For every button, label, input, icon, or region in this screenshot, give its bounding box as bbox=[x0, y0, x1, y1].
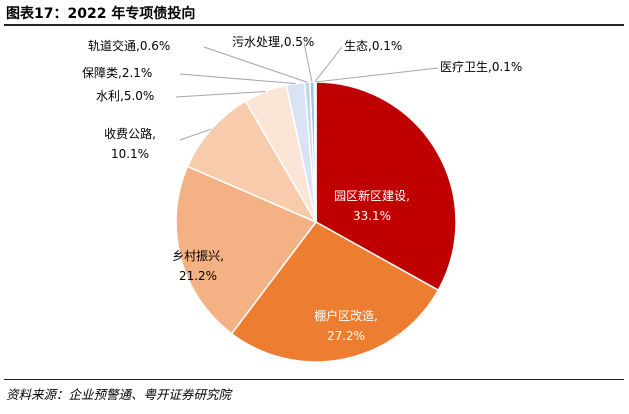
slice-label: 园区新区建设, bbox=[334, 188, 410, 203]
leader-line bbox=[303, 42, 313, 83]
leader-line bbox=[315, 67, 439, 83]
figure-title: 图表17：2022 年专项债投向 bbox=[6, 6, 196, 22]
slice-label: 污水处理,0.5% bbox=[232, 35, 314, 49]
slice-label: 轨道交通,0.6% bbox=[88, 38, 170, 53]
slice-label: 收费公路, bbox=[104, 126, 156, 141]
slice-value-label: 10.1% bbox=[111, 147, 149, 161]
leader-line bbox=[203, 46, 308, 83]
slice-value-label: 33.1% bbox=[353, 209, 391, 223]
source-note: 资料来源：企业预警通、粤开证券研究院 bbox=[6, 387, 232, 402]
leader-line bbox=[179, 73, 296, 85]
slice-label: 水利,5.0% bbox=[96, 89, 154, 103]
pie-slice bbox=[315, 81, 457, 292]
slice-label: 棚户区改造, bbox=[314, 308, 378, 323]
slice-label: 医疗卫生,0.1% bbox=[440, 60, 522, 74]
title-rule bbox=[4, 24, 624, 26]
slice-value-label: 27.2% bbox=[327, 329, 365, 343]
leader-line bbox=[179, 128, 212, 141]
slice-label: 保障类,2.1% bbox=[82, 65, 152, 80]
slice-label: 生态,0.1% bbox=[344, 39, 402, 53]
leader-line bbox=[175, 91, 266, 98]
pie-slice bbox=[314, 81, 317, 223]
leader-line bbox=[314, 46, 343, 83]
pie-slice bbox=[175, 165, 318, 335]
slice-value-label: 21.2% bbox=[179, 269, 217, 283]
pie-slice bbox=[186, 100, 318, 224]
pie-slice bbox=[230, 221, 440, 363]
source-rule bbox=[4, 379, 624, 380]
slice-label: 乡村振兴, bbox=[172, 249, 224, 263]
